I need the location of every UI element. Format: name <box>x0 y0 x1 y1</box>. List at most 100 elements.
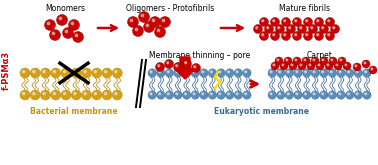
Circle shape <box>144 21 155 33</box>
Circle shape <box>354 91 363 99</box>
Circle shape <box>356 93 358 95</box>
Circle shape <box>308 24 318 33</box>
Circle shape <box>217 91 225 99</box>
Circle shape <box>330 93 332 95</box>
Circle shape <box>337 91 345 99</box>
Circle shape <box>52 32 55 35</box>
Circle shape <box>305 93 307 95</box>
Circle shape <box>295 34 297 36</box>
Circle shape <box>159 71 161 73</box>
Circle shape <box>327 64 329 66</box>
Circle shape <box>167 93 169 95</box>
Circle shape <box>320 69 328 77</box>
Circle shape <box>337 69 345 77</box>
Circle shape <box>287 24 296 33</box>
Circle shape <box>354 69 363 77</box>
Circle shape <box>92 90 102 100</box>
Circle shape <box>295 20 297 22</box>
Circle shape <box>148 69 156 77</box>
Circle shape <box>202 71 204 73</box>
Circle shape <box>280 62 288 70</box>
Circle shape <box>278 27 280 29</box>
Circle shape <box>273 34 275 36</box>
Circle shape <box>150 93 152 95</box>
Circle shape <box>51 68 61 78</box>
Circle shape <box>94 70 96 73</box>
Circle shape <box>256 27 258 29</box>
Circle shape <box>311 27 313 29</box>
Circle shape <box>322 27 324 29</box>
Circle shape <box>334 62 342 70</box>
Circle shape <box>265 24 274 33</box>
Circle shape <box>245 93 247 95</box>
Circle shape <box>304 59 306 61</box>
Circle shape <box>320 57 328 65</box>
Circle shape <box>302 69 311 77</box>
Circle shape <box>33 70 35 73</box>
Circle shape <box>275 57 283 65</box>
Circle shape <box>282 32 291 40</box>
Circle shape <box>270 71 272 73</box>
Circle shape <box>71 22 74 25</box>
Circle shape <box>155 27 166 37</box>
Circle shape <box>174 69 182 77</box>
Circle shape <box>294 69 302 77</box>
Circle shape <box>84 70 86 73</box>
Circle shape <box>268 69 276 77</box>
Text: Monomers: Monomers <box>45 4 85 13</box>
Circle shape <box>273 64 275 66</box>
Circle shape <box>40 90 51 100</box>
Text: Eukaryotic membrane: Eukaryotic membrane <box>214 107 310 116</box>
Circle shape <box>228 93 229 95</box>
Circle shape <box>302 57 310 65</box>
Circle shape <box>133 26 144 36</box>
Circle shape <box>135 28 138 31</box>
Circle shape <box>271 62 279 70</box>
Circle shape <box>311 57 319 65</box>
Circle shape <box>51 90 61 100</box>
Circle shape <box>194 66 196 68</box>
Circle shape <box>313 59 315 61</box>
Circle shape <box>355 65 357 67</box>
Circle shape <box>319 24 328 33</box>
Circle shape <box>30 90 40 100</box>
Circle shape <box>262 34 264 36</box>
Circle shape <box>20 68 30 78</box>
Circle shape <box>345 69 354 77</box>
Circle shape <box>164 60 174 68</box>
Circle shape <box>84 93 86 95</box>
Circle shape <box>65 30 68 33</box>
Circle shape <box>311 91 319 99</box>
Circle shape <box>45 19 56 31</box>
Circle shape <box>306 34 308 36</box>
Circle shape <box>279 93 280 95</box>
Circle shape <box>200 91 208 99</box>
Circle shape <box>365 93 367 95</box>
Circle shape <box>356 71 358 73</box>
Circle shape <box>333 27 335 29</box>
Circle shape <box>364 62 366 64</box>
Circle shape <box>325 17 335 27</box>
Circle shape <box>176 65 178 67</box>
Circle shape <box>150 16 161 28</box>
Circle shape <box>305 71 307 73</box>
Circle shape <box>150 71 152 73</box>
Circle shape <box>211 93 212 95</box>
Circle shape <box>53 70 56 73</box>
Text: Mature fibrils: Mature fibrils <box>279 4 331 13</box>
Circle shape <box>331 59 333 61</box>
Circle shape <box>115 93 117 95</box>
Circle shape <box>53 93 56 95</box>
Circle shape <box>282 17 291 27</box>
Circle shape <box>74 93 76 95</box>
Circle shape <box>174 91 182 99</box>
Circle shape <box>160 16 170 28</box>
Circle shape <box>287 93 289 95</box>
Circle shape <box>185 62 187 64</box>
Circle shape <box>317 34 319 36</box>
Circle shape <box>322 93 324 95</box>
Circle shape <box>348 71 349 73</box>
Circle shape <box>325 32 335 40</box>
Circle shape <box>152 19 155 22</box>
Circle shape <box>279 71 280 73</box>
